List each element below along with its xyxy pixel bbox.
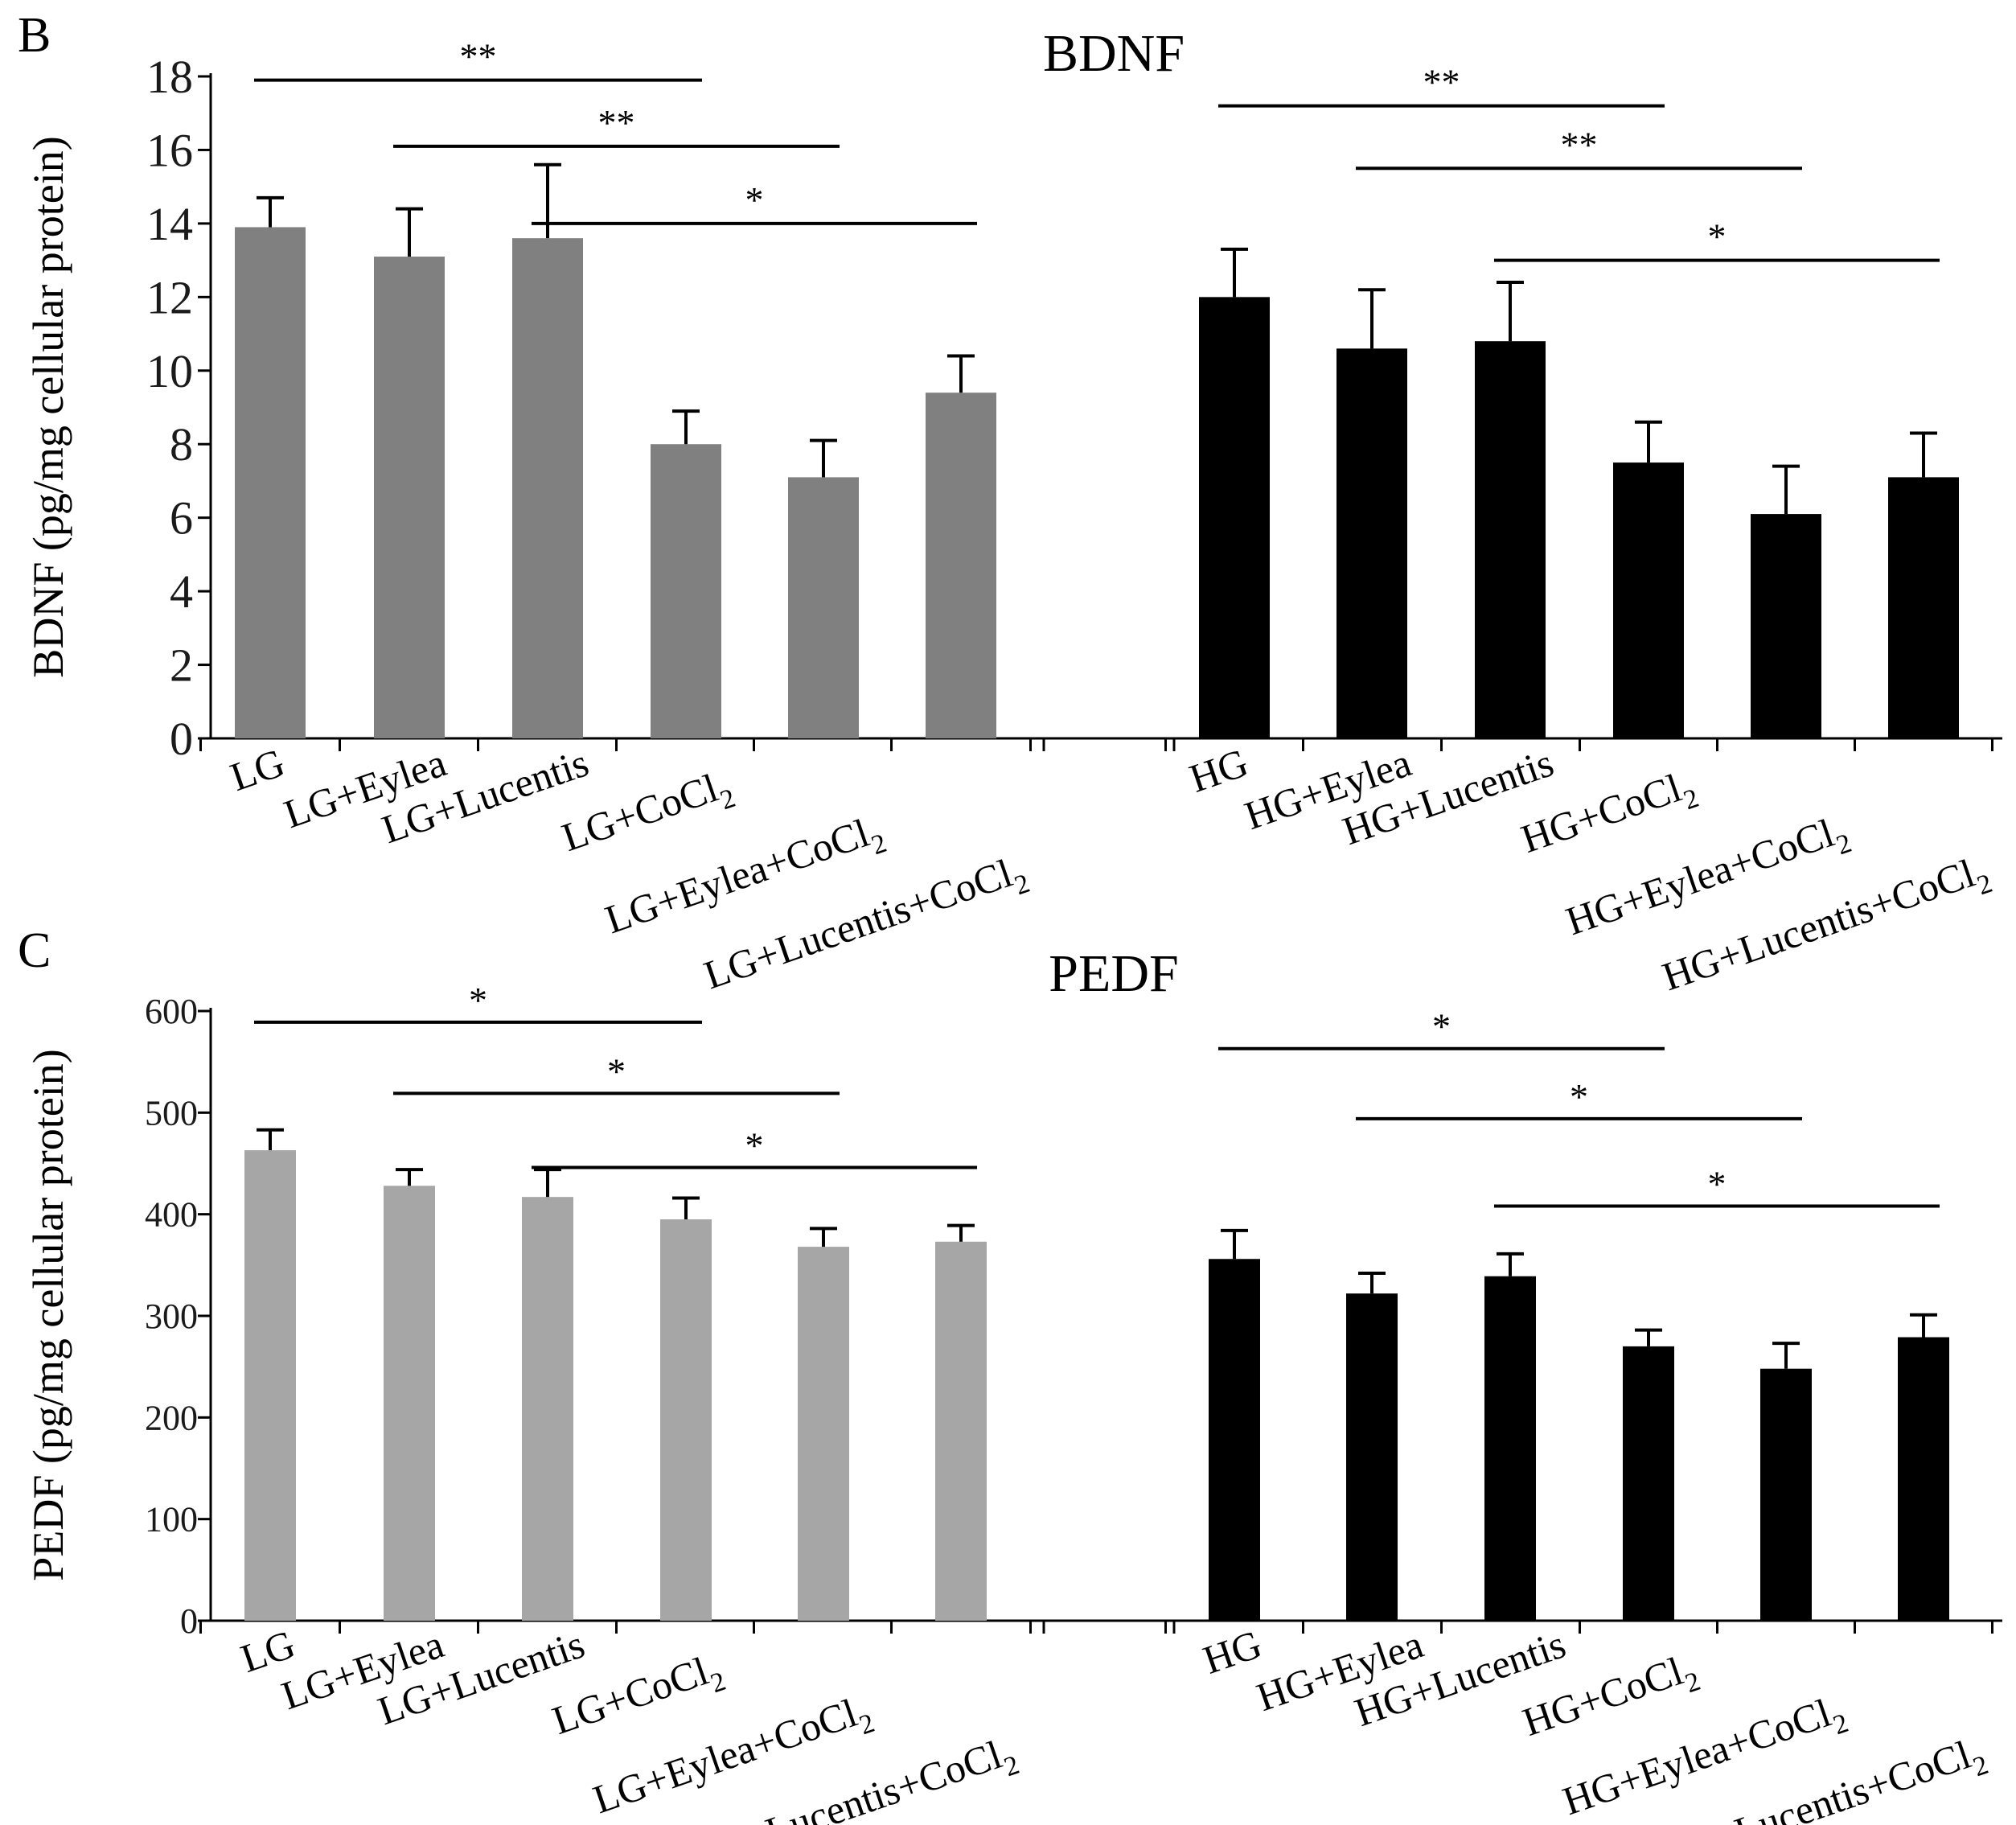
bdnf-y-tick-label: 16 xyxy=(146,124,193,176)
bdnf-significance-star: ** xyxy=(460,36,497,77)
pedf-y-axis-label: PEDF (pg/mg cellular protein) xyxy=(24,1049,72,1580)
bdnf-chart-title: BDNF xyxy=(1043,24,1185,83)
bdnf-bar-hg-2 xyxy=(1336,348,1407,738)
pedf-bar-hg-3 xyxy=(1484,1276,1536,1621)
bdnf-x-tick-label: LG xyxy=(224,739,289,799)
pedf-bar-hg-6 xyxy=(1898,1337,1949,1621)
bdnf-bar-hg-6 xyxy=(1888,477,1959,738)
pedf-bar-lg-1 xyxy=(244,1150,296,1621)
bdnf-y-tick-label: 18 xyxy=(146,51,193,103)
pedf-bar-lg-2 xyxy=(384,1186,435,1621)
bdnf-y-tick-label: 12 xyxy=(146,271,193,323)
bdnf-bar-lg-1 xyxy=(235,227,306,738)
bdnf-bar-lg-5 xyxy=(788,477,859,738)
bdnf-bar-lg-4 xyxy=(651,444,721,738)
bdnf-y-tick-label: 2 xyxy=(170,639,193,692)
pedf-bar-lg-4 xyxy=(660,1219,712,1621)
bdnf-y-axis-label: BDNF (pg/mg cellular protein) xyxy=(24,136,72,677)
pedf-bar-hg-2 xyxy=(1346,1293,1398,1621)
pedf-bar-lg-5 xyxy=(798,1247,849,1621)
pedf-y-tick-label: 500 xyxy=(145,1093,198,1132)
pedf-bar-lg-6 xyxy=(935,1241,987,1621)
pedf-significance-star: * xyxy=(745,1125,764,1166)
bdnf-bar-hg-4 xyxy=(1613,462,1684,738)
pedf-bar-hg-4 xyxy=(1623,1346,1674,1621)
pedf-panel-letter: C xyxy=(18,923,51,978)
pedf-bar-hg-5 xyxy=(1760,1368,1812,1621)
bdnf-significance-star: ** xyxy=(598,102,635,143)
bdnf-y-tick-label: 4 xyxy=(170,565,193,618)
pedf-significance-star: * xyxy=(469,980,487,1021)
bdnf-significance-star: ** xyxy=(1423,62,1460,103)
pedf-bar-hg-1 xyxy=(1209,1259,1260,1621)
bdnf-significance-star: * xyxy=(745,179,764,220)
bdnf-bar-lg-2 xyxy=(374,257,445,738)
bdnf-y-tick-label: 8 xyxy=(170,418,193,471)
bdnf-bar-lg-3 xyxy=(512,238,583,739)
pedf-x-tick-label: HG xyxy=(1197,1621,1267,1682)
pedf-y-tick-label: 200 xyxy=(145,1398,198,1437)
bdnf-bar-hg-1 xyxy=(1199,297,1270,738)
bdnf-bar-hg-5 xyxy=(1751,514,1821,738)
pedf-y-tick-label: 600 xyxy=(145,992,198,1031)
pedf-significance-star: * xyxy=(1432,1006,1451,1047)
pedf-y-tick-label: 100 xyxy=(145,1500,198,1539)
bdnf-x-tick-label: HG xyxy=(1184,739,1254,800)
pedf-chart: C PEDF PEDF (pg/mg cellular protein) 0 100 20… xyxy=(18,923,2002,1825)
bdnf-chart: B BDNF BDNF (pg/mg cellular protein) 0 2 4 6 8 1… xyxy=(18,8,2002,999)
pedf-y-tick-label: 300 xyxy=(145,1297,198,1336)
pedf-y-tick-label: 400 xyxy=(145,1195,198,1235)
bdnf-panel-letter: B xyxy=(18,8,51,63)
pedf-y-tick-label: 0 xyxy=(180,1601,198,1641)
bdnf-bar-hg-3 xyxy=(1475,341,1546,738)
bdnf-significance-star: * xyxy=(1708,216,1727,257)
bdnf-y-tick-label: 6 xyxy=(170,492,193,545)
bdnf-y-tick-label: 0 xyxy=(170,713,193,765)
pedf-bar-lg-3 xyxy=(522,1197,573,1621)
pedf-significance-star: * xyxy=(1570,1076,1588,1117)
bdnf-y-tick-label: 10 xyxy=(146,345,193,397)
pedf-significance-star: * xyxy=(607,1050,626,1091)
pedf-significance-star: * xyxy=(1708,1164,1727,1205)
bdnf-y-tick-label: 14 xyxy=(146,198,193,250)
bdnf-bar-lg-6 xyxy=(926,393,996,738)
pedf-chart-title: PEDF xyxy=(1049,944,1178,1003)
bdnf-significance-star: ** xyxy=(1561,124,1598,165)
